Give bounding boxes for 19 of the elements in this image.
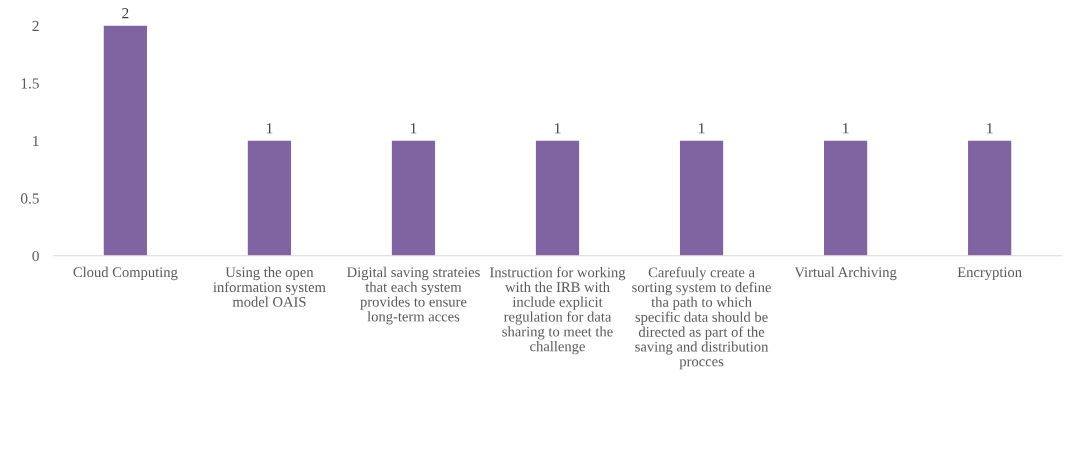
y-tick-label: 1.5 [21, 78, 39, 89]
x-tick-label: Encryption [957, 267, 1022, 281]
x-tick-label: Cloud Computing [73, 266, 178, 281]
x-tick-label: Using the open information system model OAIS [213, 266, 326, 307]
y-tick-label: 0.5 [20, 193, 39, 204]
y-tick-label: 0 [32, 250, 39, 262]
y-tick-label: 2 [32, 20, 39, 31]
data-label: 1 [410, 123, 417, 134]
data-label: 1 [699, 123, 705, 134]
x-tick-label: Virtual Archiving [794, 266, 897, 281]
data-label: 1 [987, 123, 993, 134]
x-tick-label: Carefuuly create a sorting system to define tha path to which specific data should be directed as part of the saving and distribution procces [632, 266, 771, 370]
data-label: 2 [122, 8, 129, 19]
data-label: 1 [843, 123, 849, 134]
y-tick-label: 1 [33, 135, 39, 146]
x-tick-label: Digital saving strateies that each system provides to ensure long-term acces [347, 266, 480, 325]
x-tick-label: Instruction for working with the IRB with include explicit regulation for data sharing to meet the challenge [489, 266, 626, 355]
data-label: 1 [555, 123, 561, 134]
data-label: 1 [266, 123, 273, 134]
